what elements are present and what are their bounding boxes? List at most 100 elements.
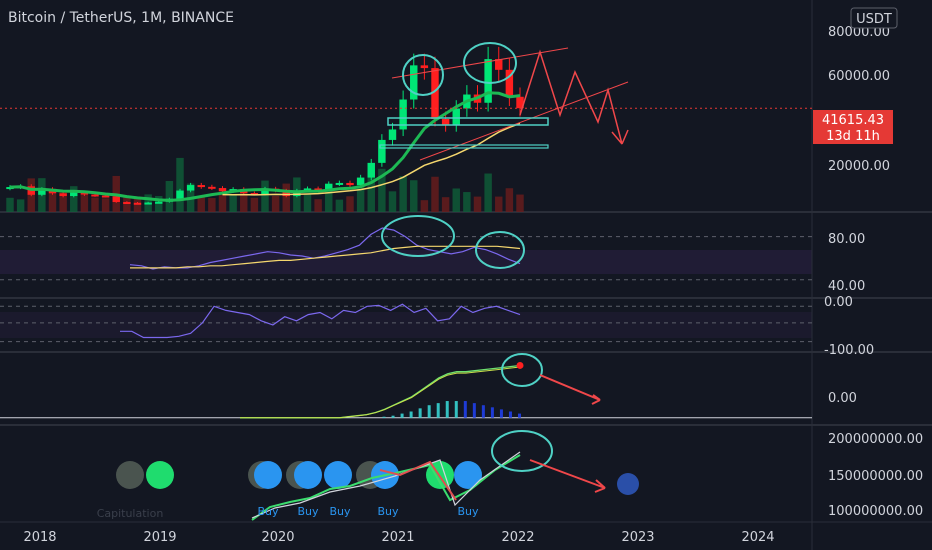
candle-body [441, 118, 450, 125]
macd-last-dot [516, 361, 524, 369]
candle-body [261, 188, 269, 195]
histogram-bar [427, 405, 431, 418]
candle-body [410, 65, 418, 100]
candle-body [91, 194, 99, 197]
volume-bar [473, 196, 482, 212]
candle-body [431, 68, 439, 119]
candle-body [250, 193, 259, 196]
bottom-axis-label: 150000000.00 [828, 469, 923, 484]
volume-bar [176, 157, 184, 212]
buy-label: Buy [329, 505, 351, 518]
circle-annotation [381, 215, 455, 257]
currency-button[interactable]: USDT [850, 7, 898, 29]
candle-body [505, 69, 514, 97]
candle-body [378, 139, 386, 163]
arrow-annotation [539, 374, 601, 405]
macd-series [0, 361, 812, 419]
histogram-bar [454, 401, 458, 418]
candle-body [38, 189, 46, 195]
indicator-line-red [379, 460, 457, 501]
volume-bar [6, 197, 14, 212]
candle-body [516, 96, 524, 109]
axes: 80000.0060000.0020000.0080.0040.000.00-1… [23, 25, 923, 545]
volume-bar [431, 176, 439, 212]
volume-bar [484, 173, 492, 212]
candle-body [59, 193, 67, 197]
histogram-bar [382, 416, 386, 418]
candle-body [367, 162, 375, 178]
time-axis-label: 2024 [741, 530, 774, 545]
volume-bar [399, 176, 407, 212]
volume-bar [208, 198, 216, 212]
volume-bar [250, 197, 259, 212]
circle-annotation [402, 54, 444, 96]
histogram-bar [445, 401, 449, 418]
rsi-ma-line [130, 245, 521, 269]
candle-body [293, 190, 301, 197]
buy-label: Buy [457, 505, 479, 518]
support-box [379, 144, 549, 149]
volume-bar [70, 186, 78, 212]
time-axis-label: 2018 [23, 530, 56, 545]
circle-annotation [491, 430, 553, 472]
histogram-bar [400, 413, 404, 418]
forecast-dot [617, 473, 639, 495]
cci-band [0, 312, 812, 338]
candle-body [399, 99, 407, 130]
candle-body [325, 183, 333, 190]
candle-body [186, 185, 195, 191]
candle-body [133, 202, 142, 205]
time-axis-label: 2019 [143, 530, 176, 545]
volume-bar [388, 191, 397, 212]
candle-body [335, 182, 344, 185]
rsi-axis-label: 80.00 [828, 232, 865, 247]
volume-bar [91, 197, 99, 212]
volume-bar [420, 200, 429, 212]
signal-dot [116, 461, 144, 489]
macd-line [240, 366, 521, 419]
projection-zigzag [519, 49, 629, 145]
currency-button-label[interactable]: USDT [856, 12, 892, 27]
volume-bar [325, 184, 333, 212]
histogram-bar [499, 409, 503, 418]
volume-bar [356, 181, 365, 212]
volume-bar [441, 197, 450, 212]
candle-body [388, 129, 397, 140]
candle-body [314, 188, 322, 191]
buy-label: Buy [297, 505, 319, 518]
rsi-axis-label: 40.00 [828, 279, 865, 294]
arrow-annotation [529, 459, 606, 493]
chart-title: Bitcoin / TetherUS, 1M, BINANCE [8, 10, 234, 26]
candle-body [112, 196, 120, 203]
candle-body [176, 190, 184, 199]
signal-dot [324, 461, 352, 489]
volume-bar [155, 195, 163, 212]
histogram-bar [409, 411, 413, 418]
indicator-line-white [251, 451, 521, 519]
candle-body [197, 185, 205, 188]
circle-annotation [475, 231, 525, 269]
price-axis-label: 80000.00 [828, 25, 890, 40]
bottom-axis-label: 100000000.00 [828, 504, 923, 519]
volume-bar [48, 188, 57, 212]
bar-countdown: 13d 11h [826, 129, 880, 144]
last-price-value: 41615.43 [822, 113, 884, 128]
candle-body [80, 192, 89, 195]
support-box [387, 117, 549, 126]
rsi-band [0, 250, 812, 274]
histogram-bar [463, 401, 467, 418]
candle-body [452, 108, 460, 125]
histogram-bar [391, 415, 395, 418]
volume-bar [197, 196, 205, 212]
volume-bar [303, 194, 312, 212]
cci-series [0, 303, 812, 343]
volume-bar [516, 194, 524, 212]
volume-bar [165, 181, 174, 212]
volume-bar [261, 180, 269, 212]
cci-line [120, 303, 521, 339]
time-axis-label: 2020 [261, 530, 294, 545]
signal-dot [294, 461, 322, 489]
volume-bar [463, 192, 471, 212]
last-price-badge: 41615.43 13d 11h [813, 110, 893, 144]
volume-bar [452, 188, 460, 212]
